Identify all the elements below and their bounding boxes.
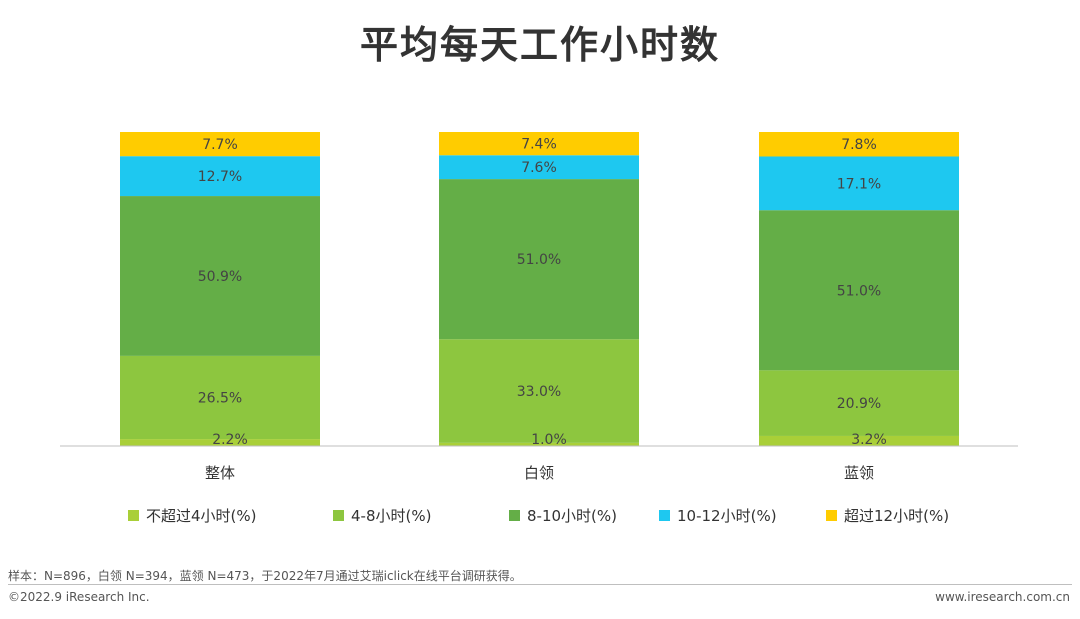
bar-segment	[759, 156, 959, 211]
bar-segment	[120, 439, 320, 446]
category-label: 白领	[524, 464, 554, 482]
data-label: 26.5%	[198, 390, 242, 406]
bar-segment	[759, 370, 959, 436]
legend-item: 不超过4小时(%)	[128, 507, 257, 525]
data-label: 7.7%	[202, 137, 238, 153]
bar-segment	[759, 210, 959, 371]
data-label: 50.9%	[198, 269, 242, 285]
bar-segment	[439, 442, 639, 446]
bar-segment	[120, 132, 320, 157]
legend: 不超过4小时(%) 4-8小时(%) 8-10小时(%) 10-12小时(%) 超过12…	[128, 507, 949, 525]
stacked-bar-chart: 2.2% 26.5% 50.9% 12.7% 7.7% 1.0% 33.0% 51.0% 7.6…	[60, 132, 1018, 525]
data-label: 7.6%	[521, 160, 557, 176]
data-label: 51.0%	[837, 283, 881, 299]
data-label: 2.2%	[212, 432, 248, 448]
data-label: 17.1%	[837, 176, 881, 192]
legend-label: 超过12小时(%)	[844, 507, 949, 525]
website-link[interactable]: www.iresearch.com.cn	[935, 590, 1070, 604]
bar-segment	[439, 179, 639, 340]
bar-segment	[439, 339, 639, 443]
bar-segment	[120, 156, 320, 197]
data-label: 33.0%	[517, 384, 561, 400]
legend-label: 10-12小时(%)	[677, 507, 777, 525]
legend-item: 4-8小时(%)	[333, 507, 431, 525]
legend-label: 8-10小时(%)	[527, 507, 617, 525]
legend-item: 超过12小时(%)	[826, 507, 949, 525]
legend-swatch	[509, 510, 520, 521]
bar-segment	[120, 355, 320, 440]
data-label: 7.8%	[841, 137, 877, 153]
bar-segment	[759, 435, 959, 446]
category-label: 整体	[205, 464, 235, 482]
sample-footnote: 样本：N=896，白领 N=394，蓝领 N=473，于2022年7月通过艾瑞i…	[8, 569, 522, 583]
data-label: 12.7%	[198, 169, 242, 185]
category-labels-layer: 整体 白领 蓝领	[205, 464, 874, 482]
data-label: 1.0%	[531, 432, 567, 448]
bar-segment	[120, 196, 320, 356]
segment-labels-layer: 2.2% 26.5% 50.9% 12.7% 7.7% 1.0% 33.0% 51.0% 7.6…	[198, 137, 887, 448]
legend-label: 4-8小时(%)	[351, 507, 431, 525]
bars-layer	[120, 132, 959, 446]
bar-segment	[439, 132, 639, 156]
legend-item: 10-12小时(%)	[659, 507, 777, 525]
data-label: 20.9%	[837, 396, 881, 412]
data-label: 7.4%	[521, 137, 557, 153]
legend-item: 8-10小时(%)	[509, 507, 617, 525]
legend-swatch	[128, 510, 139, 521]
legend-swatch	[333, 510, 344, 521]
footer-divider	[8, 584, 1072, 585]
copyright-text: ©2022.9 iResearch Inc.	[8, 590, 150, 604]
data-label: 51.0%	[517, 252, 561, 268]
bar-segment	[759, 132, 959, 157]
legend-label: 不超过4小时(%)	[146, 507, 257, 525]
category-label: 蓝领	[844, 464, 874, 482]
data-label: 3.2%	[851, 432, 887, 448]
legend-swatch	[826, 510, 837, 521]
page-title: 平均每天工作小时数	[359, 23, 720, 67]
legend-swatch	[659, 510, 670, 521]
bar-segment	[439, 155, 639, 180]
